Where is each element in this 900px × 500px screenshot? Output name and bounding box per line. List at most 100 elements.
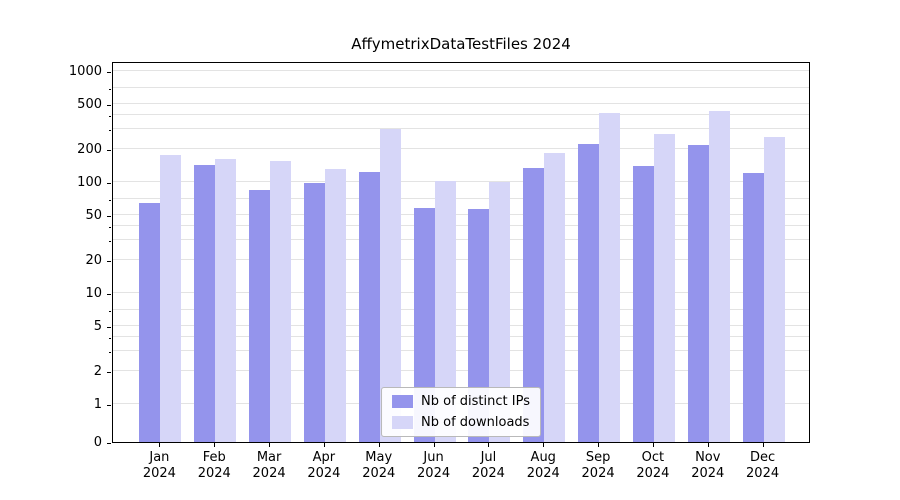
- bar-distinct-ips-dec: [742, 173, 764, 442]
- y-tick-mark-500: [107, 105, 111, 107]
- gridline-y-700: [113, 87, 809, 89]
- y-tick-mark-5: [107, 327, 111, 329]
- plot-area: Nb of distinct IPs Nb of downloads: [112, 62, 810, 443]
- x-tick-mark-dec: [762, 443, 764, 447]
- bar-downloads-jun: [434, 180, 456, 442]
- x-tick-label-jun: Jun 2024: [417, 450, 451, 482]
- gridline-y-20: [113, 258, 809, 260]
- x-tick-label-jul: Jul 2024: [471, 450, 505, 482]
- bar-downloads-dec: [763, 136, 785, 442]
- bar-downloads-feb: [215, 158, 237, 442]
- gridline-y-3: [113, 350, 809, 352]
- chart-title: AffymetrixDataTestFiles 2024: [351, 35, 571, 53]
- bar-distinct-ips-apr: [303, 183, 325, 442]
- y-tick-mark-1: [107, 405, 111, 406]
- gridline-y-1000: [113, 70, 809, 71]
- x-tick-label-jan: Jan 2024: [142, 450, 176, 482]
- gridline-y-70: [113, 198, 809, 200]
- bar-downloads-mar: [270, 160, 292, 442]
- y-tick-label-50: 50: [85, 208, 102, 224]
- gridlines: [113, 63, 809, 442]
- bar-distinct-ips-sep: [578, 143, 600, 442]
- gridline-y-40: [113, 225, 809, 227]
- y-tick-mark-2: [107, 371, 111, 373]
- bar-distinct-ips-oct: [632, 165, 654, 442]
- gridline-y-5: [113, 325, 809, 327]
- bar-downloads-nov: [708, 111, 730, 442]
- y-tick-label-200: 200: [77, 141, 102, 157]
- gridline-y-500: [113, 103, 809, 105]
- x-tick-mark-may: [378, 443, 380, 447]
- bar-distinct-ips-jun: [413, 208, 435, 442]
- legend-swatch-downloads: [392, 416, 414, 429]
- x-tick-mark-apr: [323, 443, 325, 447]
- y-minor-tick-mark-7: [109, 311, 111, 313]
- bar-downloads-sep: [599, 113, 621, 442]
- y-tick-label-20: 20: [85, 252, 102, 268]
- bar-downloads-jul: [489, 182, 511, 442]
- bar-downloads-oct: [653, 134, 675, 442]
- gridline-y-10: [113, 292, 809, 293]
- y-tick-label-500: 500: [77, 97, 102, 113]
- x-tick-label-apr: Apr 2024: [307, 450, 341, 482]
- legend: Nb of distinct IPs Nb of downloads: [381, 387, 541, 437]
- legend-swatch-distinct-ips: [392, 395, 414, 408]
- x-tick-label-dec: Dec 2024: [746, 450, 780, 482]
- x-tick-mark-nov: [707, 443, 709, 447]
- gridline-y-200: [113, 147, 809, 149]
- y-tick-mark-1000: [107, 72, 111, 73]
- x-tick-label-mar: Mar 2024: [252, 450, 286, 482]
- gridline-y-100: [113, 181, 809, 182]
- x-tick-mark-jan: [159, 443, 161, 447]
- x-tick-mark-sep: [598, 443, 600, 447]
- legend-label-distinct-ips: Nb of distinct IPs: [421, 394, 530, 409]
- x-tick-mark-jul: [488, 443, 490, 447]
- gridline-y-30: [113, 239, 809, 241]
- y-minor-tick-mark-400: [109, 116, 111, 118]
- bar-distinct-ips-mar: [249, 189, 271, 442]
- y-minor-tick-mark-3: [109, 352, 111, 354]
- bar-series: [113, 63, 809, 442]
- y-minor-tick-mark-70: [109, 200, 111, 202]
- gridline-y-7: [113, 309, 809, 311]
- x-tick-label-aug: Aug 2024: [526, 450, 560, 482]
- x-tick-mark-mar: [269, 443, 271, 447]
- y-tick-mark-20: [107, 260, 111, 262]
- y-tick-label-1000: 1000: [68, 64, 102, 79]
- y-tick-mark-10: [107, 294, 111, 295]
- bar-distinct-ips-aug: [523, 167, 545, 442]
- y-minor-tick-mark-30: [109, 241, 111, 243]
- gridline-y-50: [113, 214, 809, 216]
- y-tick-mark-50: [107, 216, 111, 218]
- bar-downloads-apr: [324, 168, 346, 442]
- y-tick-mark-100: [107, 183, 111, 184]
- y-tick-label-0: 0: [93, 435, 102, 450]
- bar-downloads-may: [379, 129, 401, 442]
- y-tick-label-5: 5: [93, 319, 102, 335]
- bar-downloads-jan: [160, 155, 182, 442]
- x-tick-label-feb: Feb 2024: [197, 450, 231, 482]
- x-tick-label-may: May 2024: [362, 450, 396, 482]
- legend-item-downloads: Nb of downloads: [392, 415, 530, 430]
- y-tick-label-100: 100: [77, 175, 102, 190]
- y-minor-tick-mark-700: [109, 89, 111, 91]
- x-tick-label-nov: Nov 2024: [691, 450, 725, 482]
- bar-distinct-ips-jul: [468, 209, 490, 442]
- bar-downloads-aug: [544, 152, 566, 442]
- y-minor-tick-mark-300: [109, 130, 111, 132]
- legend-item-distinct-ips: Nb of distinct IPs: [392, 394, 530, 409]
- y-tick-mark-0: [107, 443, 111, 444]
- gridline-y-300: [113, 128, 809, 130]
- x-tick-mark-oct: [652, 443, 654, 447]
- bar-distinct-ips-nov: [687, 145, 709, 442]
- bar-distinct-ips-jan: [139, 202, 161, 442]
- bar-distinct-ips-feb: [194, 164, 216, 442]
- gridline-y-2: [113, 369, 809, 371]
- legend-label-downloads: Nb of downloads: [421, 415, 530, 430]
- x-tick-label-oct: Oct 2024: [636, 450, 670, 482]
- y-minor-tick-mark-4: [109, 338, 111, 340]
- x-tick-mark-feb: [214, 443, 216, 447]
- y-tick-label-1: 1: [93, 397, 102, 412]
- gridline-y-400: [113, 114, 809, 116]
